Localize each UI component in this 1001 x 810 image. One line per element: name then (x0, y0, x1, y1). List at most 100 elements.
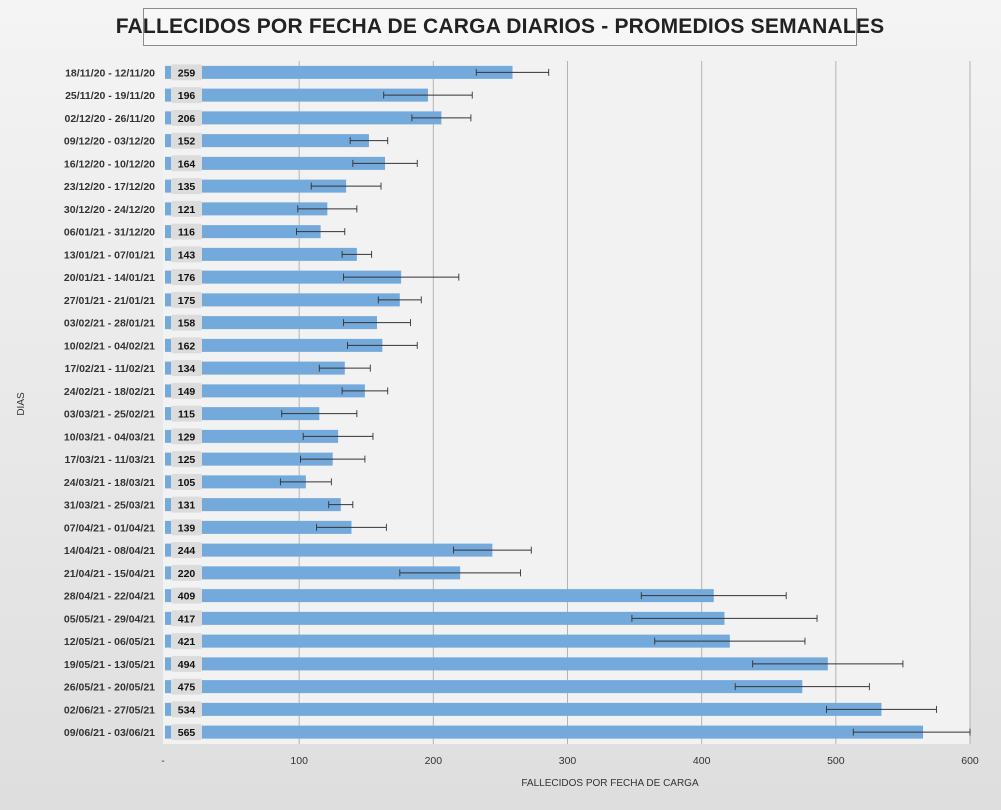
bar (165, 247, 357, 261)
x-tick-labels: - 100 200 300 400 500 600 (161, 755, 979, 767)
bar (165, 702, 882, 716)
data-label: 158 (178, 318, 196, 330)
bar (165, 384, 365, 398)
category-label: 12/05/21 - 06/05/21 (64, 636, 155, 648)
bar (165, 179, 347, 193)
category-label: 24/03/21 - 18/03/21 (64, 477, 155, 489)
category-label: 03/02/21 - 28/01/21 (64, 318, 155, 330)
data-label: 220 (178, 568, 196, 580)
category-label: 14/04/21 - 08/04/21 (64, 545, 155, 557)
bar (165, 611, 725, 625)
data-label-box (171, 269, 202, 286)
data-label-box (171, 451, 202, 468)
y-axis-title: DIAS (16, 392, 27, 416)
data-label-box (171, 724, 202, 741)
data-label-box (171, 178, 202, 195)
bar (165, 429, 339, 443)
data-label-box (171, 132, 202, 149)
x-tick-label: 400 (693, 755, 711, 767)
bar (165, 134, 369, 148)
data-label: 115 (178, 409, 195, 421)
data-label-box (171, 633, 202, 650)
category-label: 24/02/21 - 18/02/21 (64, 386, 155, 398)
data-label: 164 (178, 158, 196, 170)
bar (165, 270, 402, 284)
category-label: 06/01/21 - 31/12/20 (64, 227, 155, 239)
data-label-box (171, 519, 202, 536)
bar (165, 156, 386, 170)
bar (165, 725, 924, 739)
x-tick-label: 200 (425, 755, 443, 767)
data-label: 121 (178, 204, 196, 216)
category-label: 30/12/20 - 24/12/20 (64, 204, 155, 216)
data-label-box (171, 223, 202, 240)
error-bars (279, 68, 971, 736)
category-label: 21/04/21 - 15/04/21 (64, 568, 155, 580)
category-label: 17/02/21 - 11/02/21 (65, 363, 156, 375)
data-label: 131 (178, 500, 196, 512)
category-label: 09/06/21 - 03/06/21 (64, 727, 155, 739)
bar (165, 225, 321, 239)
data-label-box (171, 314, 202, 331)
data-labels: 259 196 206 152 164 135 121 116 143 176 175 158 162 1… (171, 64, 202, 741)
bar (165, 88, 428, 102)
category-label: 23/12/20 - 17/12/20 (64, 181, 155, 193)
data-label: 139 (178, 522, 196, 534)
category-label: 20/01/21 - 14/01/21 (64, 272, 155, 284)
category-label: 28/04/21 - 22/04/21 (64, 591, 155, 603)
category-label: 09/12/20 - 03/12/20 (64, 136, 155, 148)
data-label-box (171, 678, 202, 695)
bar (165, 202, 328, 216)
data-label: 143 (178, 249, 196, 261)
data-label-box (171, 496, 202, 513)
bar (165, 498, 341, 512)
x-tick-label: 300 (559, 755, 577, 767)
category-label: 10/02/21 - 04/02/21 (64, 340, 155, 352)
data-label-box (171, 587, 202, 604)
x-axis-title: FALLECIDOS POR FECHA DE CARGA (521, 778, 699, 789)
data-label: 176 (178, 272, 196, 284)
bar (165, 338, 383, 352)
x-tick-label: - (161, 755, 165, 767)
bar (165, 520, 352, 534)
chart-title-box: FALLECIDOS POR FECHA DE CARGA DIARIOS - … (116, 8, 884, 46)
data-label-box (171, 109, 202, 126)
x-tick-label: 500 (827, 755, 845, 767)
category-label: 16/12/20 - 10/12/20 (64, 158, 155, 170)
data-label-box (171, 701, 202, 718)
data-label: 125 (178, 454, 196, 466)
x-tick-label: 600 (961, 755, 979, 767)
data-label: 259 (178, 67, 196, 79)
bar (165, 316, 377, 330)
bar (165, 293, 400, 307)
category-label: 31/03/21 - 25/03/21 (64, 500, 155, 512)
data-label: 494 (178, 659, 196, 671)
data-label: 149 (178, 386, 196, 398)
data-label-box (171, 542, 202, 559)
category-label: 25/11/20 - 19/11/20 (65, 90, 155, 102)
data-label: 421 (178, 636, 196, 648)
data-label-box (171, 200, 202, 217)
bar (165, 680, 803, 694)
category-label: 18/11/20 - 12/11/20 (65, 67, 155, 79)
data-label: 116 (178, 227, 195, 239)
data-label: 105 (178, 477, 196, 489)
data-label: 417 (178, 613, 196, 625)
data-label: 244 (178, 545, 196, 557)
data-label: 152 (178, 136, 196, 148)
category-label: 13/01/21 - 07/01/21 (64, 249, 155, 261)
x-tick-label: 100 (290, 755, 308, 767)
data-label: 175 (178, 295, 196, 307)
gridlines (298, 61, 971, 744)
data-label: 475 (178, 682, 196, 694)
data-label-box (171, 64, 202, 81)
bar (165, 634, 730, 648)
category-label: 19/05/21 - 13/05/21 (64, 659, 155, 671)
bar (165, 407, 320, 421)
data-label: 206 (178, 113, 196, 125)
data-label-box (171, 382, 202, 399)
category-label: 02/12/20 - 26/11/20 (65, 113, 156, 125)
data-label: 196 (178, 90, 196, 102)
